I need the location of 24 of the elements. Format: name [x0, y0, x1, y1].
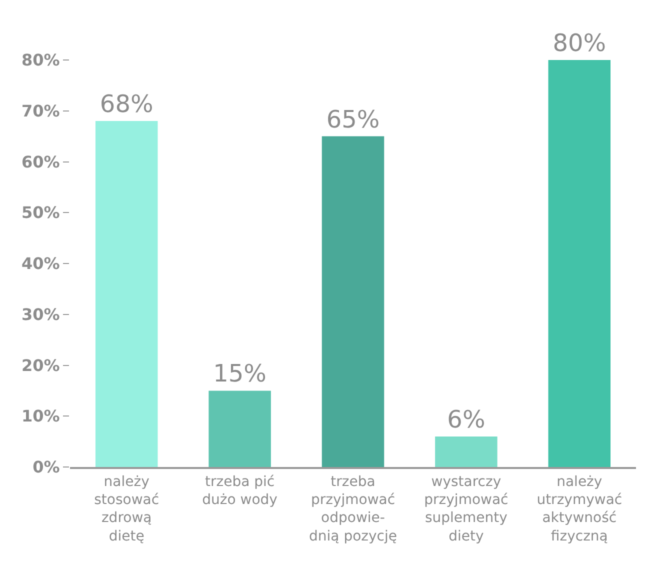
y-tick-label: 20%: [22, 356, 60, 375]
bar: [95, 121, 158, 467]
y-tick-label: 50%: [22, 203, 60, 222]
y-tick-label: 60%: [22, 152, 60, 172]
x-tick-label: należy stosować zdrową dietę: [94, 474, 160, 544]
x-tick-label: należy utrzymywać aktywność fizyczną: [536, 474, 622, 544]
x-tick-label: trzeba pić dużo wody: [202, 474, 278, 508]
x-tick-label: trzeba przyjmować odpowie- dnią pozycję: [309, 474, 397, 544]
y-tick-label: 80%: [22, 50, 60, 70]
y-tick-label: 70%: [22, 101, 60, 120]
bar: [435, 436, 498, 467]
data-label: 68%: [100, 90, 154, 118]
data-label: 6%: [447, 405, 486, 434]
x-tick-label: wystarczy przyjmować suplementy diety: [424, 474, 508, 544]
y-tick-label: 40%: [22, 254, 60, 274]
y-tick-label: 0%: [32, 458, 60, 477]
bar: [322, 136, 384, 467]
bar: [548, 60, 611, 467]
bar: [208, 390, 271, 467]
y-tick-label: 30%: [22, 304, 60, 324]
data-label: 80%: [552, 29, 606, 57]
y-tick-label: 10%: [22, 406, 60, 426]
data-label: 65%: [326, 105, 380, 134]
data-label: 15%: [213, 360, 266, 388]
